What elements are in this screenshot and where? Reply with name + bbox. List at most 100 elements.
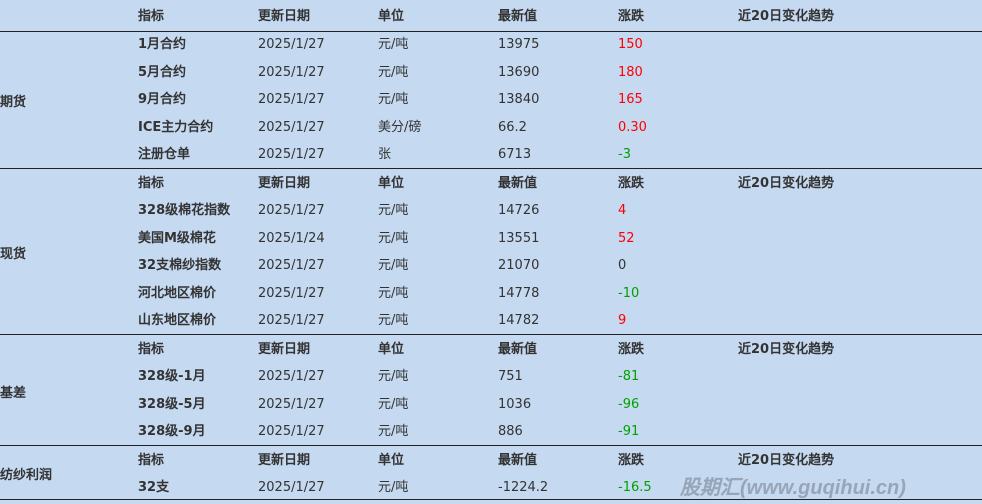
cell: ICE主力合约 bbox=[138, 119, 214, 135]
cell: 2025/1/27 bbox=[258, 424, 325, 439]
watermark: 股期汇(www.guqihui.cn) bbox=[680, 477, 906, 499]
cell: 14782 bbox=[498, 313, 540, 328]
table-row: 5月合约 2025/1/27 元/吨 13690 180 bbox=[0, 59, 982, 86]
cell: -96 bbox=[618, 396, 640, 412]
cell: 14726 bbox=[498, 203, 540, 218]
column-header: 近20日变化趋势 bbox=[738, 342, 835, 357]
header-row: 指标 更新日期 单位 最新值 涨跌 近20日变化趋势 bbox=[0, 170, 982, 197]
cell: 4 bbox=[618, 203, 627, 218]
cell: -91 bbox=[618, 424, 640, 439]
cell: 751 bbox=[498, 369, 523, 384]
cell: 5月合约 bbox=[138, 64, 187, 80]
cell: 52 bbox=[618, 230, 635, 246]
cell: -3 bbox=[618, 147, 631, 162]
section-label: 纺纱利润 bbox=[0, 468, 53, 483]
cell: 2025/1/27 bbox=[258, 396, 325, 412]
column-header: 近20日变化趋势 bbox=[738, 176, 835, 191]
table-row: 美国M级棉花 2025/1/24 元/吨 13551 52 bbox=[0, 225, 982, 252]
column-header: 涨跌 bbox=[618, 453, 645, 468]
section-label: 基差 bbox=[0, 385, 27, 401]
cell: 9月合约 bbox=[138, 92, 187, 107]
cell: 2025/1/27 bbox=[258, 147, 325, 162]
cell: 2025/1/27 bbox=[258, 37, 325, 52]
column-header: 指标 bbox=[138, 9, 165, 24]
cell: 13690 bbox=[498, 64, 540, 80]
cell: 元/吨 bbox=[378, 285, 409, 301]
section-0: 指标 更新日期 单位 最新值 涨跌 近20日变化趋势 1月合约 2025/1/27 元/吨 139… bbox=[0, 0, 982, 169]
table-row: 328级-1月 2025/1/27 元/吨 751 -81 bbox=[0, 363, 982, 390]
cell: 元/吨 bbox=[378, 480, 409, 495]
table-row: 328级-5月 2025/1/27 元/吨 1036 -96 bbox=[0, 391, 982, 418]
cell: 注册仓单 bbox=[138, 147, 191, 162]
cell: 2025/1/27 bbox=[258, 313, 325, 328]
cell: 2025/1/27 bbox=[258, 285, 325, 301]
column-header: 更新日期 bbox=[258, 453, 311, 468]
column-header: 近20日变化趋势 bbox=[738, 9, 835, 24]
header-row: 指标 更新日期 单位 最新值 涨跌 近20日变化趋势 bbox=[0, 3, 982, 30]
column-header: 涨跌 bbox=[618, 9, 645, 24]
cell: 0.30 bbox=[618, 119, 647, 135]
cell: 14778 bbox=[498, 285, 540, 301]
cell: -1224.2 bbox=[498, 480, 549, 495]
section-label: 现货 bbox=[0, 247, 27, 262]
header-row: 指标 更新日期 单位 最新值 涨跌 近20日变化趋势 bbox=[0, 447, 982, 474]
cell: 山东地区棉价 bbox=[138, 313, 217, 328]
column-header: 近20日变化趋势 bbox=[738, 453, 835, 468]
column-header: 单位 bbox=[378, 453, 405, 468]
cell: 66.2 bbox=[498, 119, 527, 135]
cell: 元/吨 bbox=[378, 369, 409, 384]
table-row: 328级棉花指数 2025/1/27 元/吨 14726 4 bbox=[0, 197, 982, 224]
column-header: 指标 bbox=[138, 176, 165, 191]
cell: 美分/磅 bbox=[378, 119, 422, 135]
cell: 32支棉纱指数 bbox=[138, 258, 222, 273]
cell: -16.5 bbox=[618, 480, 652, 495]
cell: 9 bbox=[618, 313, 627, 328]
cell: 2025/1/27 bbox=[258, 92, 325, 107]
cell: 美国M级棉花 bbox=[138, 230, 216, 246]
cell: 328级-9月 bbox=[138, 424, 206, 439]
cell: 886 bbox=[498, 424, 523, 439]
cell: 元/吨 bbox=[378, 64, 409, 80]
cell: 165 bbox=[618, 92, 643, 107]
column-header: 最新值 bbox=[498, 342, 538, 357]
divider bbox=[0, 31, 982, 32]
cell: 元/吨 bbox=[378, 203, 409, 218]
cell: 元/吨 bbox=[378, 230, 409, 246]
table-row: 山东地区棉价 2025/1/27 元/吨 14782 9 bbox=[0, 307, 982, 334]
table-row: 注册仓单 2025/1/27 张 6713 -3 bbox=[0, 141, 982, 168]
table-row: ICE主力合约 2025/1/27 美分/磅 66.2 0.30 bbox=[0, 114, 982, 141]
cell: 2025/1/27 bbox=[258, 203, 325, 218]
cell: 元/吨 bbox=[378, 37, 409, 52]
cell: 328级棉花指数 bbox=[138, 203, 231, 218]
cell: 32支 bbox=[138, 480, 170, 495]
column-header: 最新值 bbox=[498, 176, 538, 191]
cell: 元/吨 bbox=[378, 396, 409, 412]
table-row: 1月合约 2025/1/27 元/吨 13975 150 bbox=[0, 31, 982, 58]
cell: 2025/1/27 bbox=[258, 64, 325, 80]
cell: 328级-5月 bbox=[138, 396, 206, 412]
cell: 2025/1/27 bbox=[258, 119, 325, 135]
column-header: 指标 bbox=[138, 342, 165, 357]
section-3: 指标 更新日期 单位 最新值 涨跌 近20日变化趋势 32支 2025/1/27 元/吨 -122… bbox=[0, 446, 982, 500]
cell: 6713 bbox=[498, 147, 532, 162]
cell: -81 bbox=[618, 369, 640, 384]
column-header: 最新值 bbox=[498, 9, 538, 24]
column-header: 更新日期 bbox=[258, 9, 311, 24]
cell: 2025/1/24 bbox=[258, 230, 325, 246]
header-row: 指标 更新日期 单位 最新值 涨跌 近20日变化趋势 bbox=[0, 336, 982, 363]
cell: 0 bbox=[618, 258, 627, 273]
cell: 元/吨 bbox=[378, 258, 409, 273]
cell: 1036 bbox=[498, 396, 532, 412]
cell: 150 bbox=[618, 37, 643, 52]
column-header: 更新日期 bbox=[258, 342, 311, 357]
table-row: 9月合约 2025/1/27 元/吨 13840 165 bbox=[0, 86, 982, 113]
cell: 张 bbox=[378, 147, 392, 162]
section-label: 期货 bbox=[0, 95, 27, 110]
cell: 328级-1月 bbox=[138, 369, 206, 384]
column-header: 单位 bbox=[378, 342, 405, 357]
column-header: 更新日期 bbox=[258, 176, 311, 191]
cell: 180 bbox=[618, 64, 643, 80]
column-header: 单位 bbox=[378, 9, 405, 24]
cell: 13975 bbox=[498, 37, 540, 52]
section-2: 指标 更新日期 单位 最新值 涨跌 近20日变化趋势 328级-1月 2025/1/27 元/吨… bbox=[0, 335, 982, 446]
